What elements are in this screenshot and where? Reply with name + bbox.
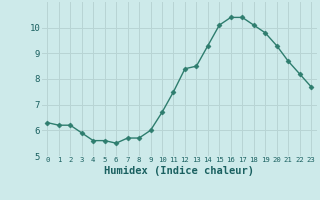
X-axis label: Humidex (Indice chaleur): Humidex (Indice chaleur) (104, 166, 254, 176)
